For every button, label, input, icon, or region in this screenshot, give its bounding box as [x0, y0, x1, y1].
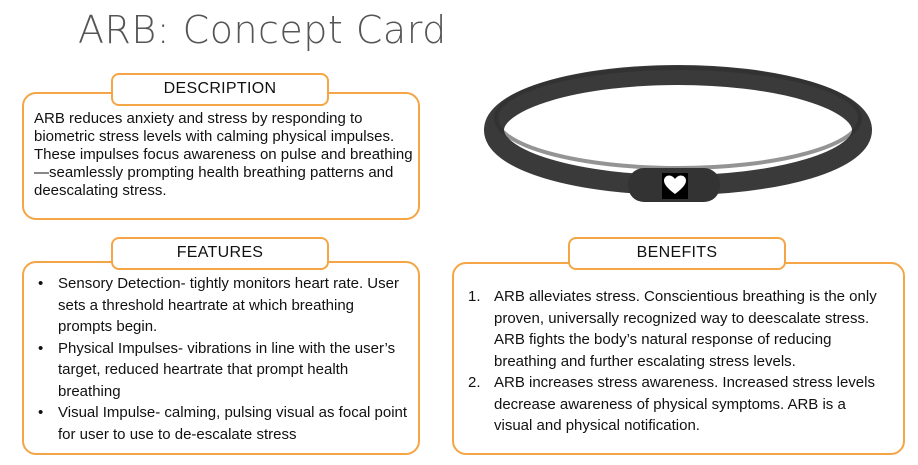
- features-list: • Sensory Detection- tightly monitors hea…: [36, 273, 408, 445]
- list-item: 2. ARB increases stress awareness. Increa…: [468, 372, 888, 437]
- list-item: • Visual Impulse- calming, pulsing visual…: [36, 402, 408, 445]
- heart-icon: [664, 175, 686, 194]
- list-item: • Physical Impulses- vibrations in line w…: [36, 338, 408, 403]
- feature-text: Visual Impulse- calming, pulsing visual …: [58, 404, 408, 443]
- feature-text: Physical Impulses- vibrations in line wi…: [58, 339, 396, 400]
- benefits-list: 1. ARB alleviates stress. Conscientious b…: [468, 286, 888, 437]
- benefit-number: 1.: [468, 288, 481, 305]
- feature-text: Sensory Detection- tightly monitors hear…: [58, 275, 399, 335]
- list-item: • Sensory Detection- tightly monitors hea…: [36, 273, 408, 338]
- bullet-icon: •: [38, 339, 44, 357]
- wristband-illustration: [484, 65, 872, 202]
- features-box: • Sensory Detection- tightly monitors hea…: [22, 261, 420, 455]
- benefits-heading: BENEFITS: [568, 237, 786, 270]
- bullet-icon: •: [38, 404, 44, 421]
- benefits-box: 1. ARB alleviates stress. Conscientious b…: [452, 262, 905, 455]
- benefit-number: 2.: [468, 374, 481, 391]
- bullet-icon: •: [38, 275, 44, 292]
- benefit-text: ARB alleviates stress. Conscientious bre…: [494, 288, 877, 370]
- description-heading: DESCRIPTION: [111, 73, 329, 106]
- list-item: 1. ARB alleviates stress. Conscientious b…: [468, 286, 888, 372]
- description-text: ARB reduces anxiety and stress by respon…: [34, 110, 413, 199]
- benefit-text: ARB increases stress awareness. Increase…: [494, 374, 875, 434]
- page-title: ARB: Concept Card: [78, 8, 447, 52]
- features-heading: FEATURES: [111, 237, 329, 270]
- description-box: ARB reduces anxiety and stress by respon…: [22, 92, 420, 220]
